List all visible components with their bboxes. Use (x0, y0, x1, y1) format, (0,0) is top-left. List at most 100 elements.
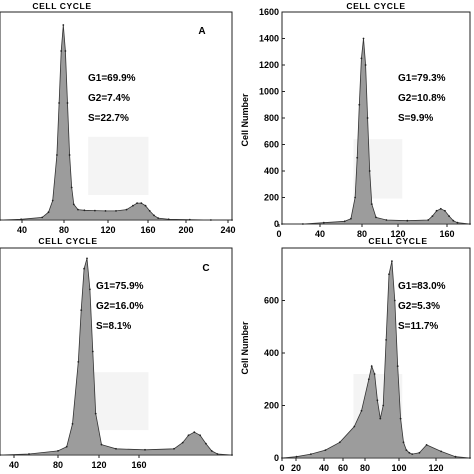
data-point (66, 102, 69, 104)
data-point (448, 215, 450, 218)
phase-percentage-label: S=22.7% (88, 113, 129, 124)
phase-percentage-label: G1=75.9% (96, 281, 144, 292)
data-point (353, 425, 356, 428)
data-point (370, 203, 373, 206)
data-point (367, 378, 370, 381)
data-point (188, 218, 191, 221)
data-point (358, 103, 361, 106)
data-point (396, 365, 399, 367)
fit-region-box (88, 136, 149, 196)
data-point (58, 102, 60, 104)
x-tick-label: 120 (91, 460, 106, 470)
data-point (393, 299, 396, 302)
y-tick-label: 400 (264, 166, 279, 176)
data-point (167, 218, 170, 221)
data-point (210, 219, 212, 221)
data-point (295, 455, 298, 458)
panel-title: CELL CYCLE (32, 1, 91, 11)
data-point (322, 221, 325, 224)
x-tick-label: 160 (439, 229, 454, 239)
data-point (362, 37, 365, 40)
y-tick-label: 600 (264, 140, 279, 150)
x-tick-label: 40 (319, 463, 329, 473)
phase-percentage-label: S=8.1% (96, 321, 131, 332)
data-point (144, 204, 147, 207)
data-point (452, 219, 455, 222)
data-point (132, 204, 134, 207)
phase-percentage-label: G2=16.0% (96, 301, 144, 312)
phase-percentage-label: G1=79.3% (398, 73, 446, 84)
data-point (391, 260, 393, 262)
data-point (440, 450, 442, 453)
data-point (360, 409, 363, 412)
data-point (454, 455, 457, 458)
phase-percentage-label: G2=10.8% (398, 93, 446, 104)
panel-title: CELL CYCLE (346, 1, 405, 11)
data-point (0, 219, 1, 221)
x-tick-label: 120 (390, 229, 405, 239)
data-point (310, 453, 312, 455)
data-point (140, 202, 143, 205)
data-point (71, 423, 74, 425)
data-point (83, 267, 85, 270)
data-point (41, 216, 44, 219)
data-point (100, 443, 103, 446)
data-point (89, 288, 91, 291)
data-point (104, 210, 107, 212)
data-point (366, 117, 369, 119)
histogram-panel: 40 80 120 160 200 240 CELL CYCLE A G1=69.9% G2=7.… (0, 1, 236, 235)
x-tick-label: 80 (53, 460, 63, 470)
data-point (368, 170, 371, 172)
data-point (210, 450, 213, 452)
panel-title: CELL CYCLE (38, 236, 97, 246)
data-point (418, 451, 421, 454)
data-point (425, 444, 428, 446)
data-point (144, 448, 146, 451)
data-point (86, 257, 88, 260)
data-point (205, 442, 207, 445)
x-tick-label: 120 (428, 463, 443, 473)
data-point (181, 441, 184, 444)
data-point (435, 209, 438, 212)
x-tick-label: 120 (100, 225, 115, 235)
y-tick-label: 200 (264, 193, 279, 203)
data-point (350, 217, 352, 220)
data-point (91, 350, 94, 353)
data-point (68, 154, 71, 156)
phase-percentage-label: G1=69.9% (88, 73, 136, 84)
data-point (65, 445, 68, 448)
data-point (469, 457, 471, 459)
data-point (80, 309, 83, 311)
x-tick-label: 40 (315, 229, 325, 239)
data-point (51, 199, 54, 202)
data-point (375, 216, 377, 219)
data-point (431, 215, 434, 218)
x-tick-label: 100 (391, 463, 406, 473)
x-tick-label: 40 (17, 225, 27, 235)
data-point (216, 453, 219, 455)
data-point (411, 453, 414, 455)
x-tick-label: 80 (360, 463, 370, 473)
x-tick-label: 0 (279, 463, 284, 473)
panel-letter: C (202, 263, 209, 274)
panel-letter: A (198, 26, 205, 37)
data-point (187, 434, 190, 437)
phase-percentage-label: G2=5.3% (398, 301, 440, 312)
data-point (60, 50, 63, 52)
data-point (173, 447, 175, 450)
data-point (370, 365, 373, 367)
data-point (356, 156, 359, 159)
data-point (231, 454, 233, 456)
x-tick-label: 80 (59, 225, 69, 235)
data-point (153, 214, 155, 217)
x-tick-label: 80 (357, 229, 367, 239)
data-point (385, 339, 387, 341)
histogram-panel: 40 80 120 160 CELL CYCLE C G1=75.9% G2=16.0% S=8… (0, 236, 233, 470)
data-point (427, 219, 430, 221)
data-point (388, 273, 390, 276)
data-point (20, 218, 22, 221)
data-point (77, 208, 79, 211)
data-point (469, 223, 471, 225)
data-point (193, 431, 196, 434)
